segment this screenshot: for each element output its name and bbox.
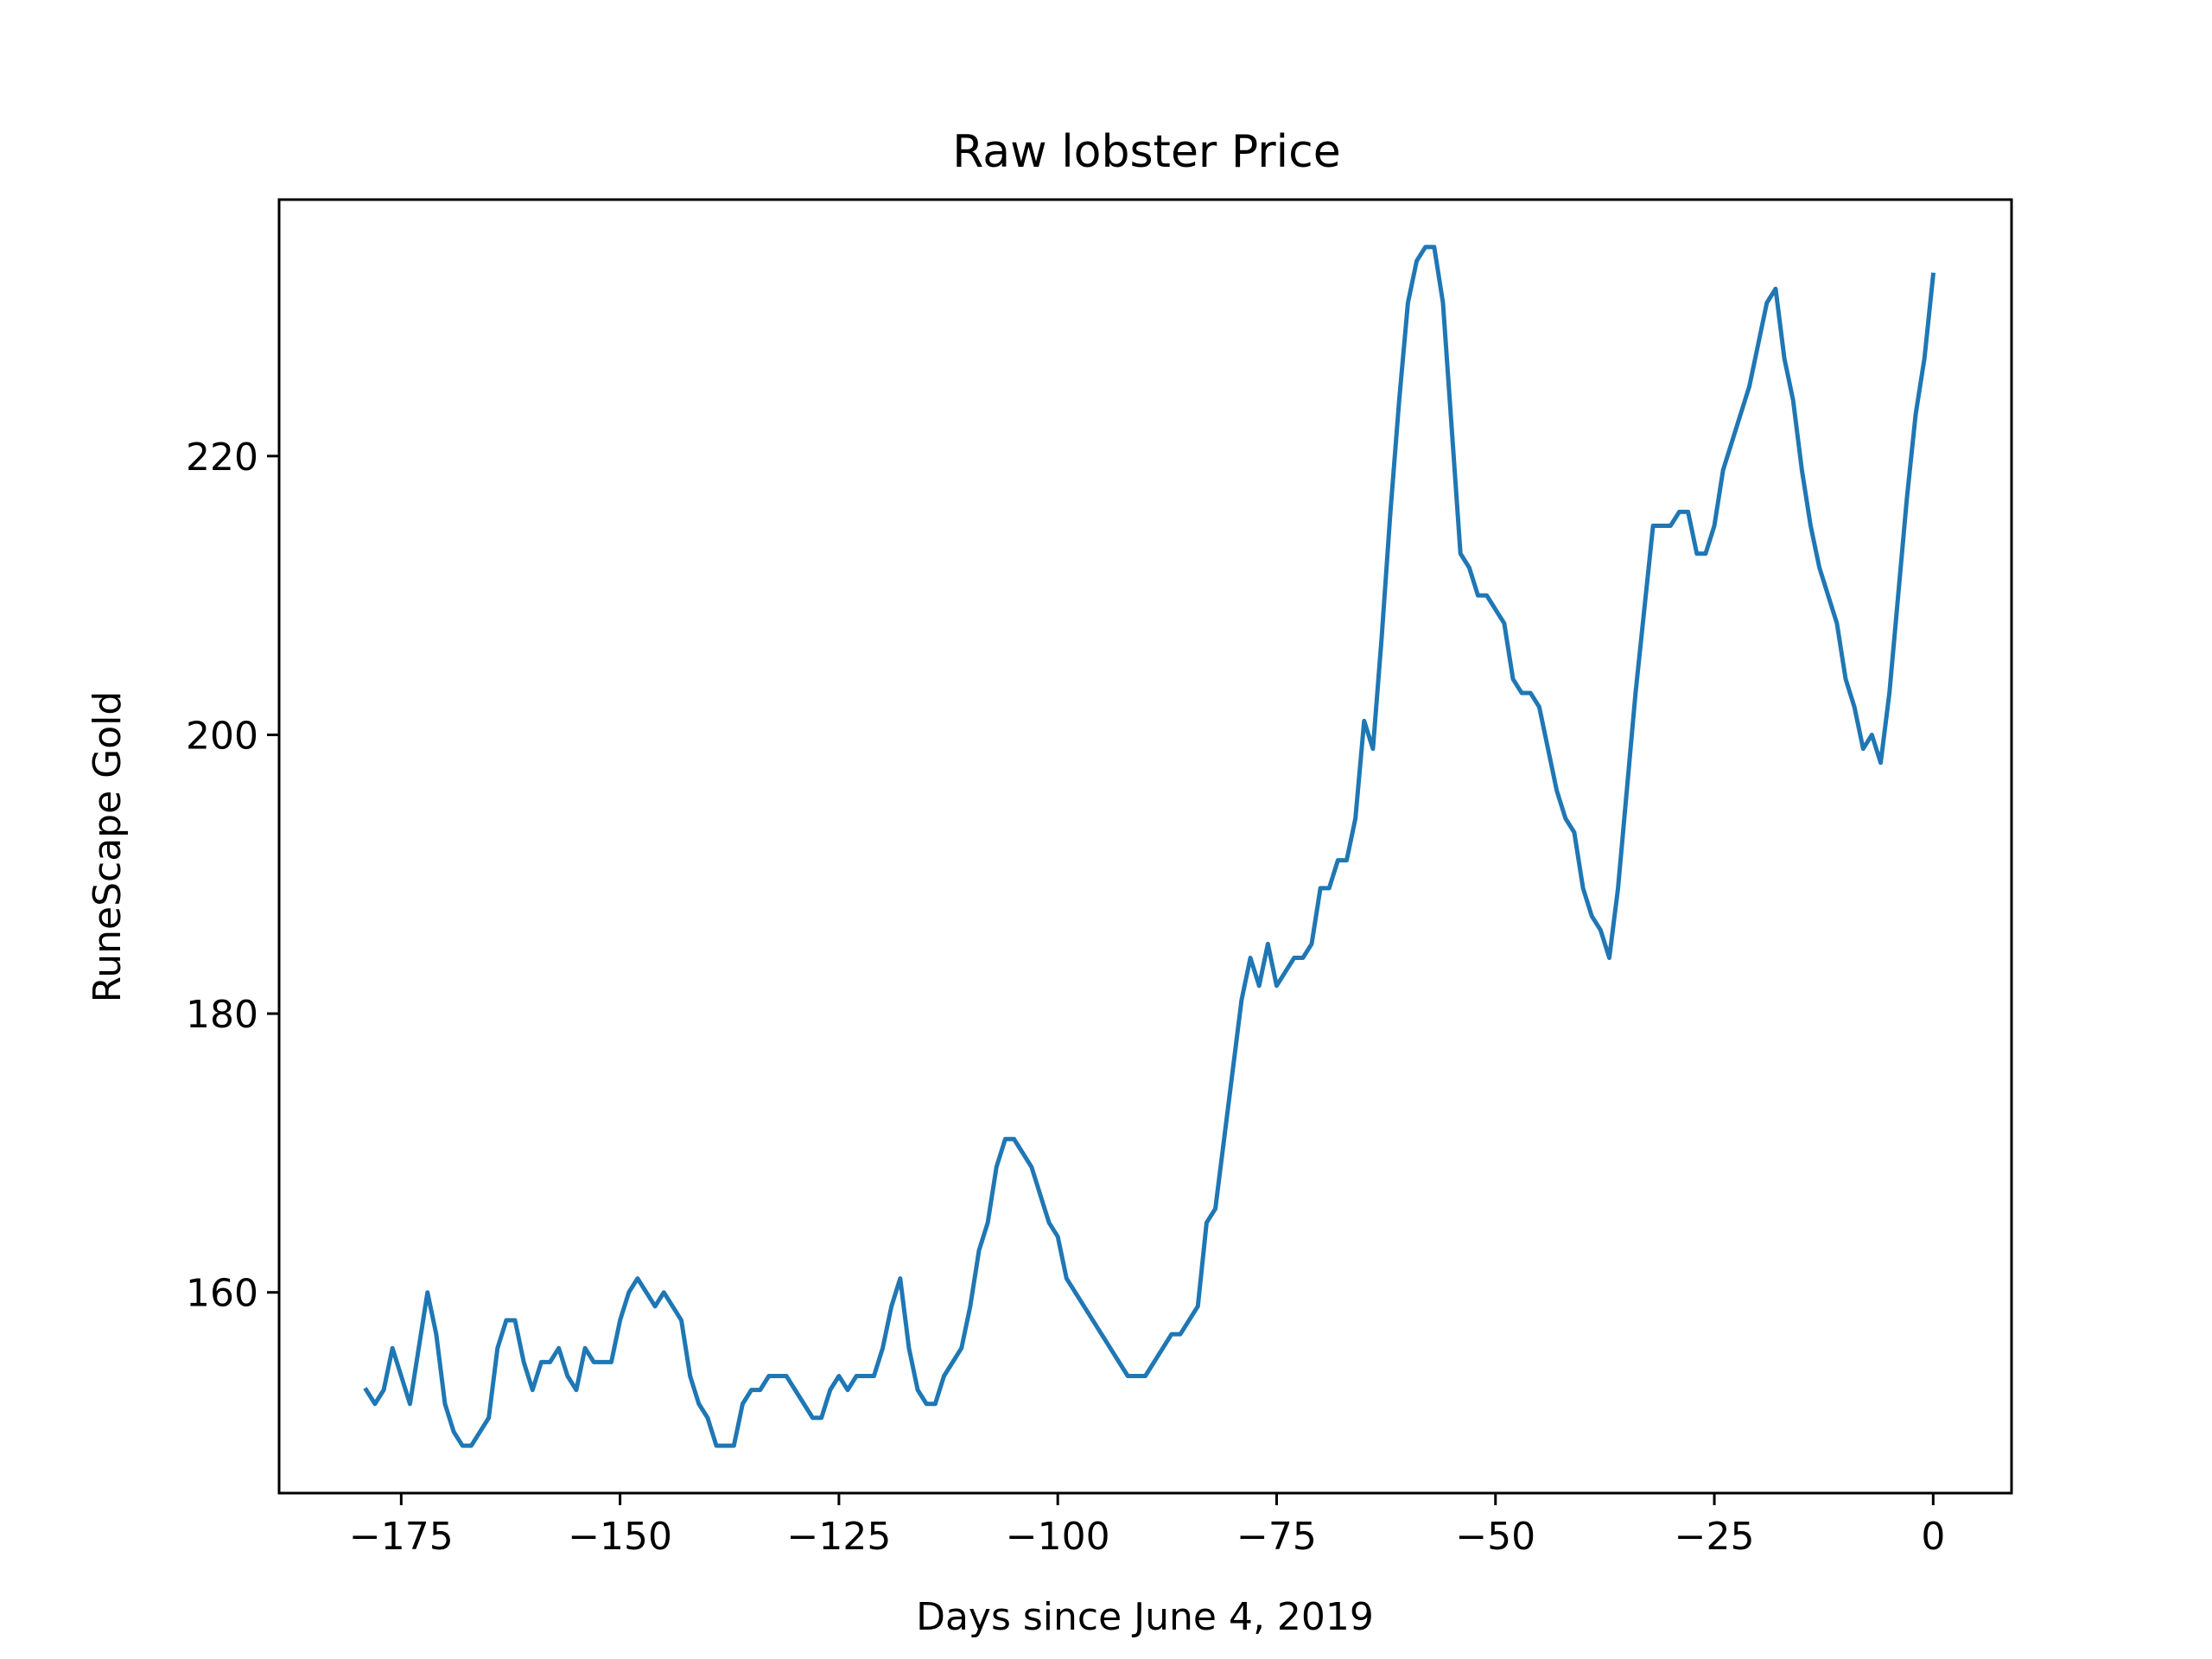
x-axis-label: Days since June 4, 2019 [916,1595,1374,1639]
y-tick-label: 180 [186,993,258,1037]
plot-area [277,198,2013,1495]
x-tick-label: −175 [349,1515,454,1559]
y-axis: 160 180 200 220 [186,435,279,1316]
axes-frame [277,198,2013,1495]
x-tick-label: 0 [1921,1515,1945,1559]
price-series-line [363,245,1936,1448]
y-tick-label: 200 [186,714,258,758]
x-tick-label: −50 [1455,1515,1535,1559]
x-tick-label: −125 [786,1515,891,1559]
chart-title: Raw lobster Price [952,126,1340,178]
x-tick-label: −25 [1675,1515,1755,1559]
x-tick-label: −75 [1236,1515,1317,1559]
y-tick-label: 220 [186,435,258,480]
x-tick-label: −150 [568,1515,672,1559]
y-axis-label: RuneScape Gold [86,691,130,1003]
x-tick-label: −100 [1006,1515,1110,1559]
y-tick-label: 160 [186,1272,258,1316]
x-axis: −175 −150 −125 −100 −75 −50 −25 0 [349,1493,1945,1559]
